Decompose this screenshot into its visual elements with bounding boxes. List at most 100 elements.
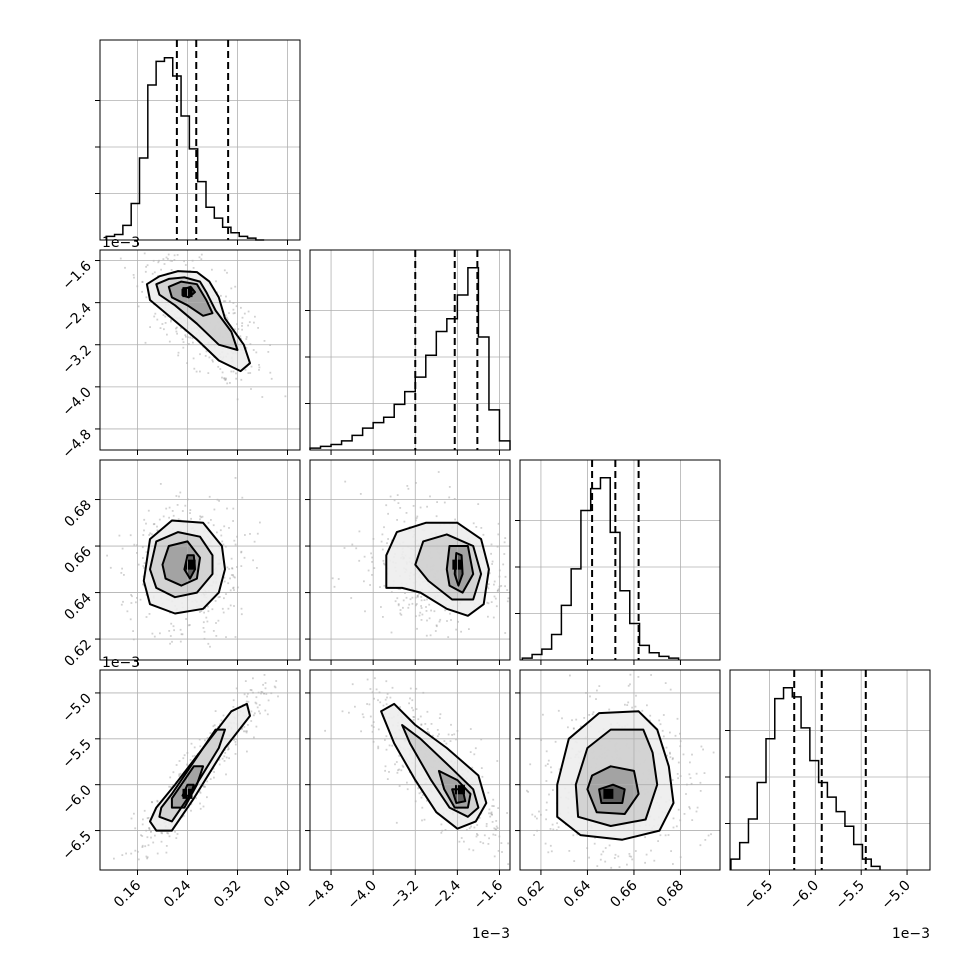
scatter-point	[664, 682, 667, 684]
scatter-point	[689, 761, 691, 764]
scatter-point	[469, 728, 472, 730]
scatter-point	[358, 530, 361, 533]
scatter-point	[447, 636, 450, 638]
scatter-point	[145, 296, 148, 299]
scatter-point	[142, 565, 145, 567]
scatter-point	[227, 747, 230, 750]
scatter-point	[425, 634, 428, 637]
scatter-point	[284, 395, 287, 398]
scatter-point	[232, 308, 235, 311]
scatter-point	[596, 865, 599, 867]
scatter-point	[390, 591, 393, 593]
scatter-point	[230, 370, 233, 373]
scatter-point	[490, 811, 493, 814]
scatter-point	[558, 768, 561, 771]
scatter-point	[223, 760, 226, 762]
scatter-point	[480, 738, 483, 741]
scatter-point	[494, 597, 497, 600]
scatter-point	[224, 752, 227, 754]
scatter-point	[202, 805, 205, 808]
scatter-point	[411, 602, 414, 605]
scatter-point	[152, 841, 155, 844]
scatter-point	[223, 597, 225, 600]
scatter-point	[172, 514, 175, 517]
scatter-point	[672, 826, 675, 829]
scatter-point	[185, 335, 187, 338]
scatter-point	[626, 704, 629, 706]
scatter-point	[182, 815, 185, 817]
scatter-point	[545, 818, 547, 821]
scatter-point	[426, 598, 428, 601]
scatter-point	[245, 700, 248, 703]
scatter-point	[182, 757, 185, 760]
xtick-label-3-0: −6.5	[741, 878, 776, 913]
scatter-point	[374, 677, 376, 680]
scatter-point	[493, 580, 496, 583]
scatter-point	[203, 630, 206, 633]
scatter-point	[153, 315, 156, 318]
scatter-point	[166, 832, 169, 834]
scatter-point	[165, 845, 168, 847]
scatter-point	[258, 364, 260, 366]
scatter-point	[502, 563, 505, 566]
histogram-0	[105, 56, 265, 241]
scatter-point	[710, 833, 712, 836]
scatter-point	[473, 826, 476, 829]
scatter-point	[370, 724, 373, 727]
scatter-point	[386, 778, 389, 780]
scatter-point	[641, 709, 644, 712]
scatter-point	[235, 372, 237, 375]
scatter-point	[545, 801, 548, 804]
scatter-point	[649, 719, 651, 722]
scatter-point	[136, 552, 138, 554]
scatter-point	[425, 610, 428, 612]
scatter-point	[561, 717, 563, 720]
scatter-point	[240, 550, 243, 553]
scatter-point	[243, 726, 246, 728]
scatter-point	[557, 826, 560, 829]
scatter-point	[552, 828, 555, 831]
scatter-point	[165, 256, 168, 259]
contour-1-2	[161, 540, 201, 587]
scatter-point	[258, 704, 261, 706]
scatter-point	[245, 347, 248, 349]
scatter-point	[230, 557, 233, 560]
scatter-point	[233, 312, 236, 314]
scatter-point	[411, 706, 413, 709]
scatter-point	[699, 781, 702, 784]
scatter-point	[213, 508, 216, 511]
scatter-point	[628, 853, 631, 855]
scatter-point	[475, 526, 478, 528]
scatter-point	[225, 545, 227, 548]
scatter-point	[232, 312, 235, 315]
scatter-point	[178, 760, 181, 762]
scatter-point	[151, 801, 153, 804]
contour-2-3	[181, 783, 195, 797]
scatter-point	[387, 512, 389, 515]
scatter-point	[393, 499, 396, 502]
scatter-point	[195, 797, 197, 800]
scatter-point	[538, 810, 540, 813]
scatter-point	[223, 576, 226, 579]
density-peak-1	[185, 559, 196, 570]
scatter-point	[166, 333, 168, 336]
scatter-point	[144, 270, 147, 273]
scatter-point	[385, 680, 388, 683]
scatter-point	[391, 686, 394, 689]
panel-frame-r1-c0	[99, 249, 301, 451]
scatter-point	[394, 600, 397, 603]
scatter-point	[707, 834, 710, 837]
scatter-point	[491, 805, 494, 807]
scatter-point	[228, 527, 230, 529]
scatter-point	[193, 367, 196, 370]
contour-5-1	[574, 728, 659, 827]
scatter-point	[495, 825, 498, 828]
scatter-point	[500, 585, 503, 587]
scatter-point	[190, 742, 193, 745]
scatter-point	[243, 693, 246, 696]
scatter-point	[243, 730, 245, 733]
scatter-point	[420, 724, 423, 726]
scatter-point	[473, 753, 476, 756]
scatter-point	[211, 359, 214, 362]
scatter-point	[416, 627, 418, 630]
